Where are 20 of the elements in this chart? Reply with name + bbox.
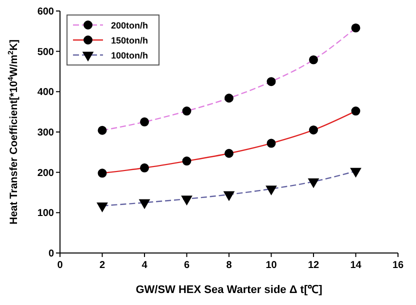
y-tick-label: 0 [48, 248, 54, 260]
y-tick-label: 300 [37, 128, 54, 138]
x-axis-title: GW/SW HEX Sea Warter side Δ t[℃] [136, 284, 323, 296]
x-tick-label: 16 [392, 260, 404, 271]
x-tick-label: 12 [308, 260, 320, 271]
y-tick-label: 500 [37, 46, 54, 58]
y-tick-label: 100 [37, 208, 54, 220]
y-tick-label: 200 [37, 168, 54, 179]
x-tick-label: 8 [226, 260, 232, 271]
y-tick-label: 600 [37, 6, 54, 18]
legend-label: 200ton/h [111, 20, 148, 30]
y-tick-label: 400 [37, 87, 54, 98]
x-tick-label: 4 [142, 260, 148, 271]
x-tick-label: 6 [184, 260, 190, 271]
x-tick-label: 10 [266, 260, 278, 271]
legend-label: 150ton/h [111, 36, 148, 46]
x-tick-label: 14 [350, 260, 362, 271]
x-tick-label: 2 [99, 260, 106, 271]
x-tick-label: 0 [57, 260, 64, 271]
legend-label: 100ton/h [111, 50, 148, 60]
